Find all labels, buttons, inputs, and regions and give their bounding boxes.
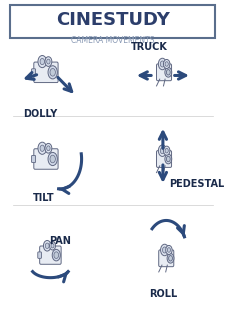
- Circle shape: [165, 154, 172, 164]
- Circle shape: [47, 146, 50, 151]
- FancyBboxPatch shape: [10, 4, 215, 38]
- FancyBboxPatch shape: [32, 69, 36, 76]
- Circle shape: [38, 56, 46, 68]
- Circle shape: [48, 152, 57, 166]
- Circle shape: [166, 156, 170, 162]
- Text: CAMERA MOVEMENTS: CAMERA MOVEMENTS: [71, 36, 155, 45]
- Circle shape: [50, 155, 55, 163]
- Circle shape: [45, 243, 49, 248]
- Text: TILT: TILT: [33, 193, 55, 203]
- Text: PAN: PAN: [50, 236, 71, 246]
- Circle shape: [167, 253, 174, 263]
- Circle shape: [158, 145, 166, 156]
- Circle shape: [47, 59, 50, 64]
- Circle shape: [43, 240, 51, 251]
- Text: TRUCK: TRUCK: [131, 42, 168, 52]
- Circle shape: [160, 244, 169, 256]
- FancyBboxPatch shape: [156, 64, 172, 81]
- FancyBboxPatch shape: [34, 62, 58, 83]
- Circle shape: [40, 145, 44, 151]
- Circle shape: [164, 146, 170, 155]
- Circle shape: [51, 244, 54, 248]
- FancyBboxPatch shape: [32, 156, 36, 162]
- Text: CINESTUDY: CINESTUDY: [56, 11, 170, 29]
- Circle shape: [160, 148, 164, 154]
- Circle shape: [169, 256, 173, 261]
- FancyBboxPatch shape: [34, 149, 58, 169]
- Circle shape: [165, 67, 172, 77]
- FancyBboxPatch shape: [38, 252, 42, 258]
- Circle shape: [50, 242, 55, 250]
- Circle shape: [167, 248, 171, 252]
- Circle shape: [48, 66, 57, 79]
- Circle shape: [50, 68, 55, 76]
- Circle shape: [165, 149, 168, 153]
- Circle shape: [165, 62, 168, 66]
- FancyBboxPatch shape: [159, 250, 174, 267]
- Circle shape: [40, 59, 44, 65]
- FancyBboxPatch shape: [156, 151, 172, 167]
- Circle shape: [52, 249, 60, 261]
- Circle shape: [164, 59, 170, 69]
- Circle shape: [166, 70, 170, 75]
- Text: DOLLY: DOLLY: [23, 108, 58, 119]
- Circle shape: [38, 142, 46, 154]
- Circle shape: [166, 245, 172, 254]
- Circle shape: [45, 143, 52, 153]
- FancyBboxPatch shape: [40, 246, 61, 264]
- Circle shape: [54, 252, 59, 259]
- Circle shape: [160, 61, 164, 67]
- Circle shape: [45, 57, 52, 66]
- Text: ROLL: ROLL: [149, 289, 177, 299]
- Text: PEDESTAL: PEDESTAL: [170, 179, 225, 190]
- Circle shape: [158, 58, 166, 70]
- Circle shape: [163, 247, 167, 253]
